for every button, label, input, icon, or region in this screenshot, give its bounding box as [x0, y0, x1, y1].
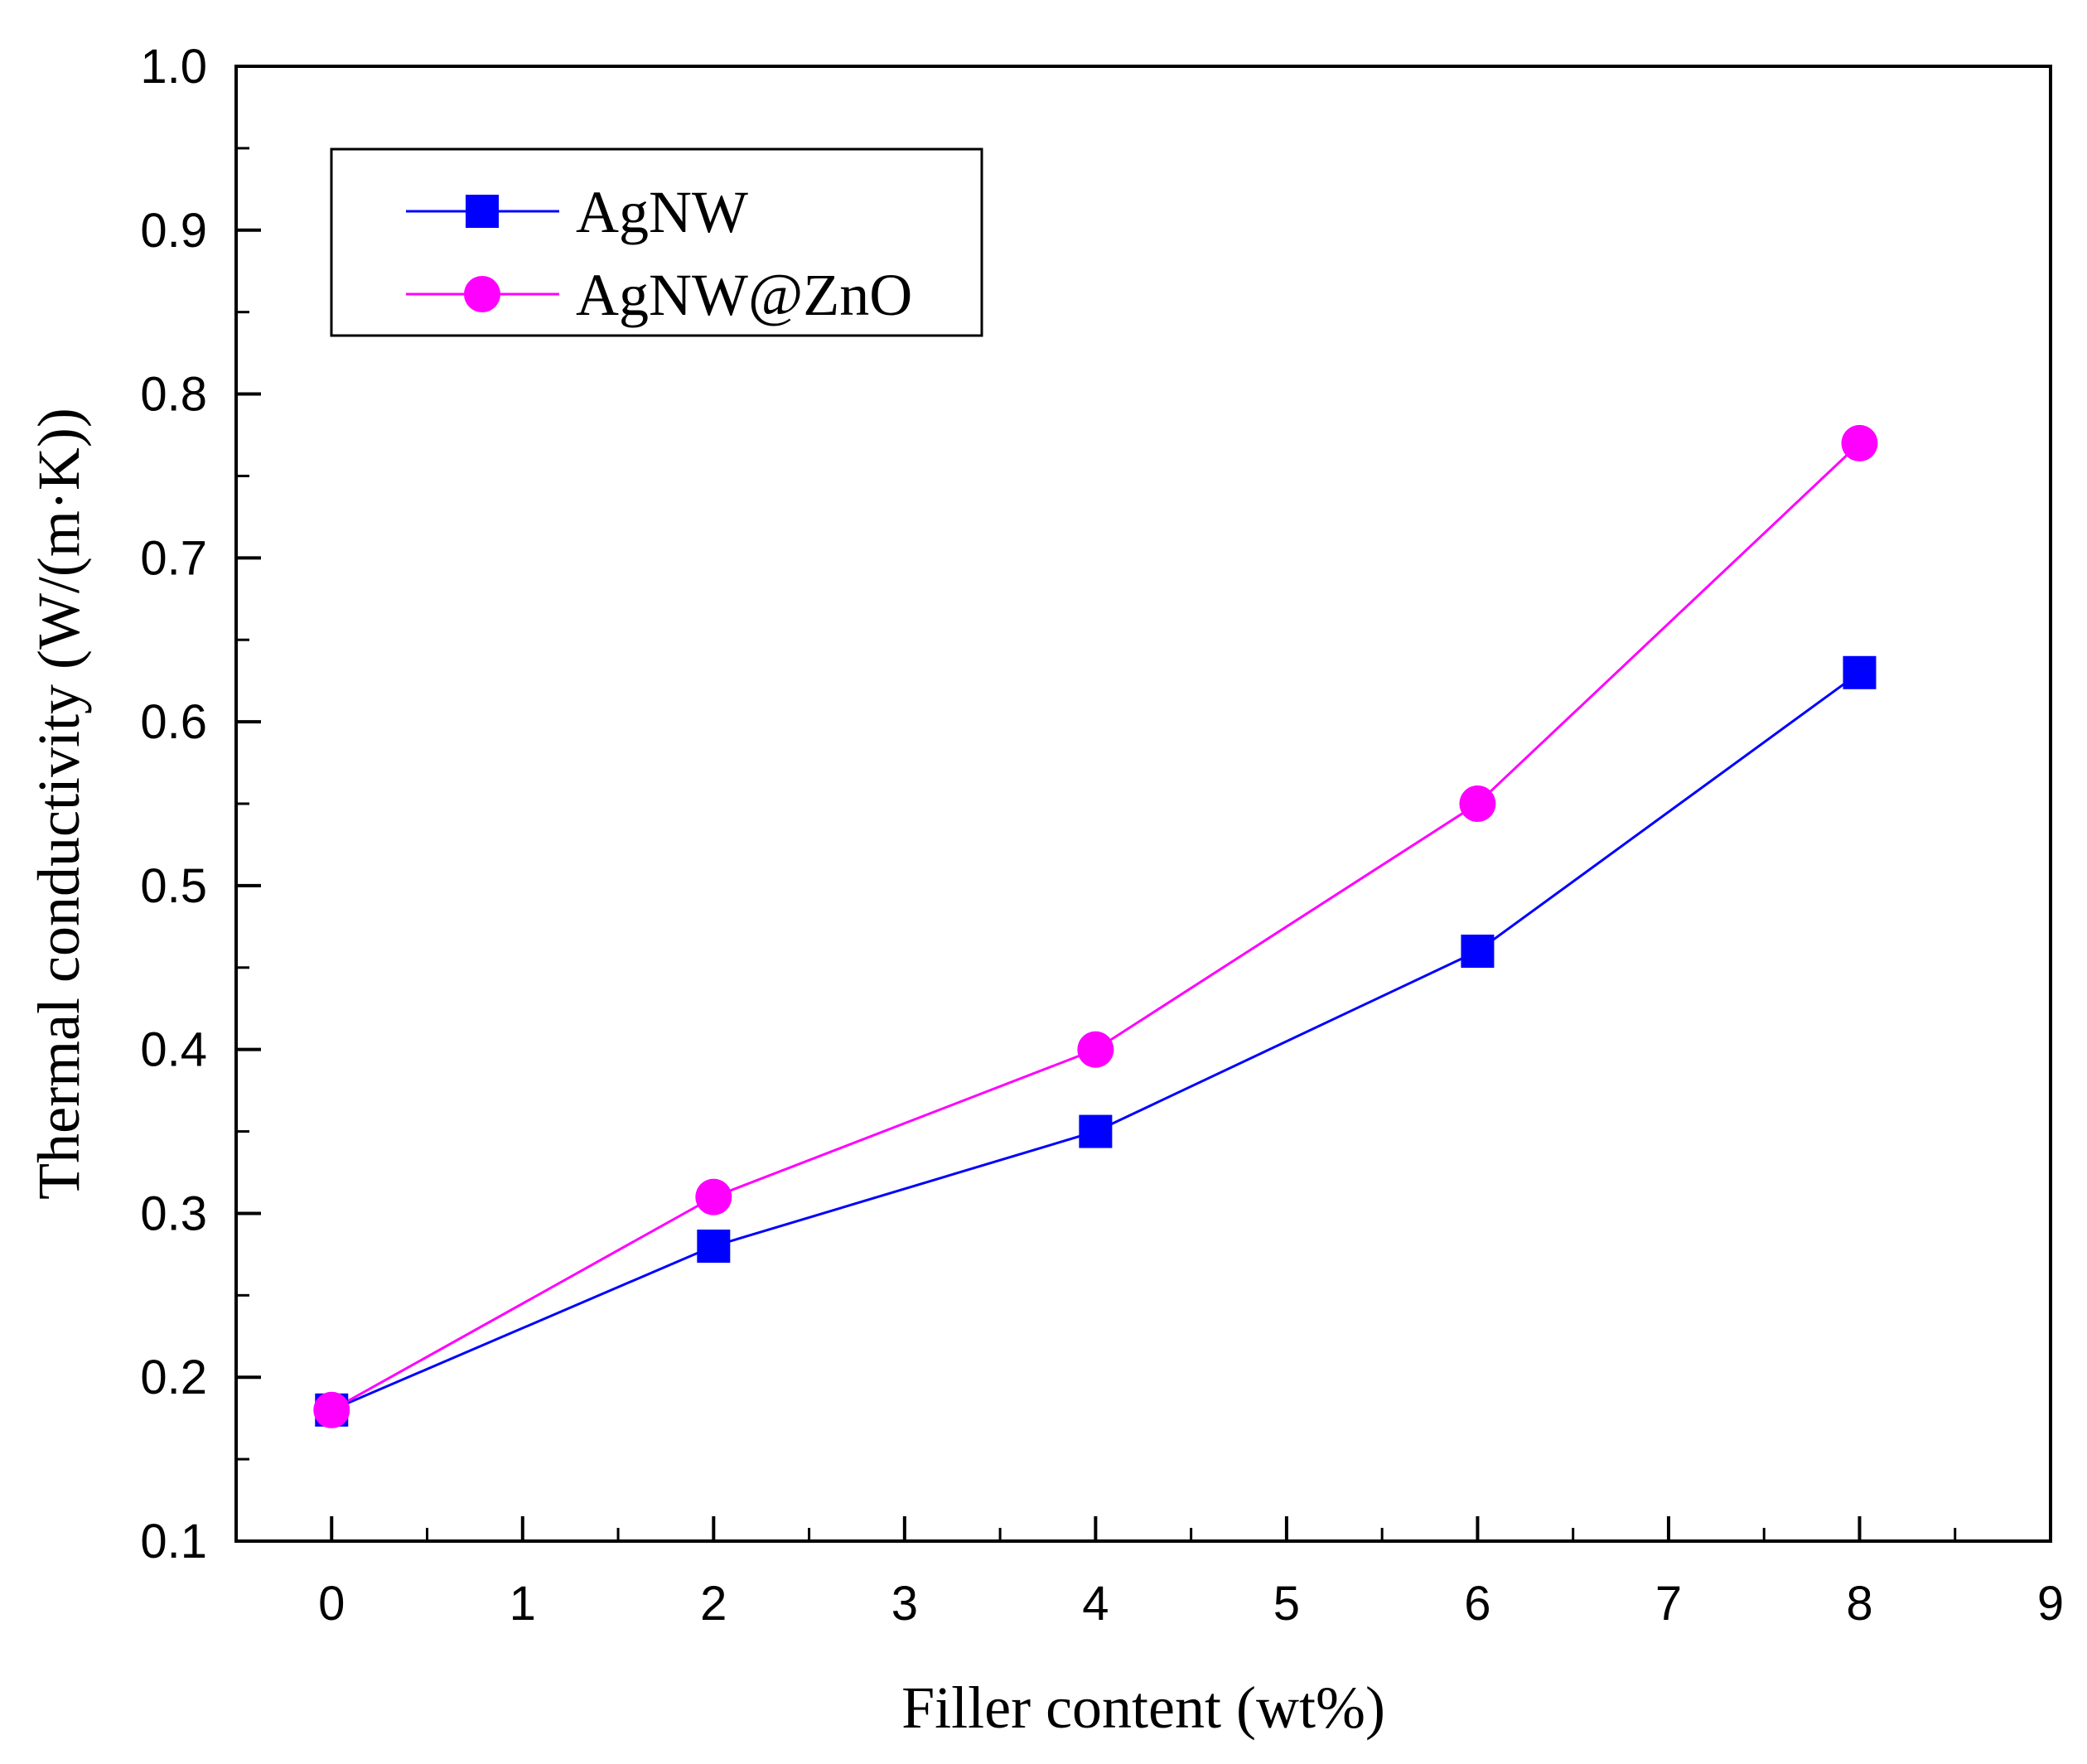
y-tick-label: 0.8	[140, 368, 207, 422]
y-tick-label: 1.0	[140, 40, 207, 94]
data-point-agnw-zno	[313, 1391, 350, 1428]
data-point-agnw-zno	[1841, 424, 1878, 462]
x-tick-label: 9	[2037, 1577, 2064, 1631]
legend-box	[330, 147, 983, 337]
y-tick-label: 0.3	[140, 1186, 207, 1240]
data-point-agnw-zno	[1459, 785, 1496, 822]
x-tick-label: 1	[510, 1577, 536, 1631]
x-tick-label: 2	[700, 1577, 727, 1631]
y-tick-label: 0.5	[140, 859, 207, 913]
y-tick-label: 0.2	[140, 1351, 207, 1404]
y-tick-label: 0.6	[140, 695, 207, 749]
y-tick-label: 0.9	[140, 204, 207, 258]
data-point-agnw	[1079, 1114, 1113, 1148]
y-tick-label: 0.4	[140, 1023, 207, 1077]
data-point-agnw-zno	[1077, 1031, 1114, 1068]
legend: AgNW AgNW@ZnO	[330, 147, 983, 337]
x-tick-labels: 0 1 2 3 4 5 6 7 8 9	[318, 1577, 2064, 1631]
y-tick-label: 0.1	[140, 1515, 207, 1568]
x-tick-label: 3	[891, 1577, 918, 1631]
x-tick-label: 7	[1655, 1577, 1682, 1631]
minor-ticks	[236, 147, 1957, 1541]
x-tick-label: 4	[1082, 1577, 1109, 1631]
x-tick-label: 0	[318, 1577, 345, 1631]
major-ticks	[236, 65, 2052, 1543]
data-point-agnw-zno	[695, 1178, 732, 1215]
series-lines	[331, 442, 1861, 1412]
data-point-agnw	[1461, 935, 1495, 968]
x-tick-label: 6	[1464, 1577, 1490, 1631]
legend-marker-agnw	[466, 195, 499, 228]
y-tick-labels: 0.1 0.2 0.3 0.4 0.5 0.6 0.7 0.8 0.9 1.0	[140, 40, 207, 1568]
y-tick-label: 0.7	[140, 531, 207, 585]
x-tick-label: 5	[1273, 1577, 1300, 1631]
series-markers	[313, 424, 1878, 1428]
legend-label-agnw: AgNW	[576, 179, 748, 245]
x-axis-title: Filler content (wt%)	[901, 1675, 1385, 1741]
legend-marker-agnw-zno	[464, 276, 500, 312]
series-line-1	[331, 442, 1861, 1412]
legend-label-agnw-zno: AgNW@ZnO	[576, 262, 912, 328]
data-point-agnw	[1843, 655, 1877, 689]
y-axis-title: Thermal conductivity (W/(m·K))	[26, 408, 92, 1200]
x-tick-label: 8	[1846, 1577, 1872, 1631]
data-point-agnw	[697, 1230, 731, 1263]
